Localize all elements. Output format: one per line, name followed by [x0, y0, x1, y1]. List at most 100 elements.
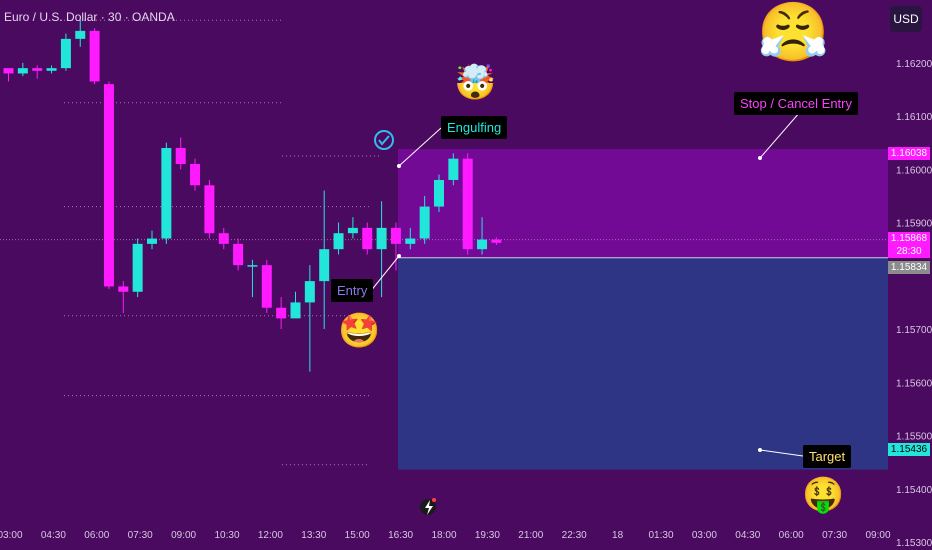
y-tick-label: 1.15500	[896, 432, 932, 443]
candle-16	[233, 238, 244, 271]
target-zone	[398, 257, 888, 470]
x-tick-label: 18:00	[431, 530, 456, 541]
y-tick-label: 1.15900	[896, 219, 932, 230]
candle-13	[190, 158, 201, 191]
candle-body	[218, 233, 229, 244]
x-tick-label: 15:00	[345, 530, 370, 541]
y-axis-labels: 1.16200 1.16100 1.16000 1.15900 1.15700 1.156…	[896, 59, 932, 549]
x-tick-label: 13:30	[301, 530, 326, 541]
y-tick-label: 1.15400	[896, 485, 932, 496]
candle-body	[3, 68, 14, 74]
candle-34	[491, 237, 502, 245]
candle-32	[462, 153, 473, 255]
candle-body	[60, 38, 71, 69]
candle-0	[3, 68, 14, 82]
star-struck-face-icon: 🤩	[338, 312, 381, 350]
x-tick-label: 03:00	[0, 530, 23, 541]
candle-7	[103, 81, 114, 290]
candle-body	[347, 227, 358, 234]
x-tick-label: 18	[612, 530, 624, 541]
x-tick-label: 06:00	[84, 530, 109, 541]
stop-price-tag: 1.16038	[888, 147, 930, 160]
countdown-tag: 28:30	[888, 245, 930, 258]
x-tick-label: 16:30	[388, 530, 413, 541]
exploding-head-icon: 🤯	[454, 64, 497, 102]
candle-body	[290, 302, 301, 319]
candle-body	[304, 281, 315, 303]
x-tick-label: 09:00	[171, 530, 196, 541]
check-circle-icon	[374, 130, 394, 150]
candle-body	[333, 233, 344, 250]
candle-body	[362, 227, 373, 250]
candle-5	[75, 20, 86, 47]
candle-29	[419, 195, 430, 244]
candle-18	[261, 259, 272, 314]
candle-8	[118, 281, 129, 314]
money-mouth-face-icon: 🤑	[802, 476, 845, 514]
candle-1	[17, 62, 28, 77]
price-axis[interactable]	[888, 0, 932, 550]
candle-body	[161, 148, 172, 239]
x-tick-label: 19:30	[475, 530, 500, 541]
candle-20	[290, 291, 301, 319]
candle-27	[390, 222, 401, 271]
x-tick-label: 09:00	[865, 530, 890, 541]
candle-10	[147, 230, 157, 250]
candle-body	[390, 227, 401, 244]
candle-17	[247, 259, 258, 298]
y-tick-label: 1.16200	[896, 59, 932, 70]
candle-body	[89, 30, 100, 82]
candle-25	[362, 222, 373, 255]
current-price-tag: 1.15868	[888, 232, 930, 245]
engulfing-label: Engulfing	[441, 116, 508, 139]
candle-body	[319, 249, 330, 282]
candle-21	[304, 265, 315, 372]
x-tick-label: 06:00	[779, 530, 804, 541]
x-tick-label: 07:30	[128, 530, 153, 541]
candle-22	[319, 190, 330, 330]
x-tick-label: 04:30	[41, 530, 66, 541]
candle-body	[46, 68, 57, 71]
candle-body	[462, 158, 473, 250]
candle-28	[405, 227, 416, 250]
candle-body	[419, 206, 430, 239]
candle-body	[233, 243, 244, 266]
x-tick-label: 01:30	[648, 530, 673, 541]
lightning-icon[interactable]	[420, 498, 436, 515]
candle-23	[333, 222, 344, 255]
candle-24	[347, 217, 358, 239]
x-tick-label: 07:30	[822, 530, 847, 541]
candle-body	[75, 30, 86, 39]
candle-19	[276, 297, 287, 330]
x-tick-label: 12:00	[258, 530, 283, 541]
candle-body	[405, 238, 416, 244]
y-tick-label: 1.16100	[896, 112, 932, 123]
candle-33	[477, 217, 488, 255]
candles	[3, 20, 502, 372]
candle-body	[276, 307, 287, 319]
candle-body	[32, 68, 43, 71]
annotation-lines	[369, 111, 804, 457]
stop-cancel-label: Stop / Cancel Entry	[734, 92, 858, 115]
candle-15	[218, 227, 229, 250]
annotation-dots	[397, 156, 762, 452]
entry-price-tag: 1.15834	[888, 261, 930, 274]
target-label: Target	[803, 445, 852, 468]
currency-button[interactable]: USD	[890, 6, 922, 32]
candle-body	[118, 286, 129, 292]
candle-body	[491, 239, 502, 243]
steaming-angry-face-icon: 😤	[757, 0, 830, 65]
y-tick-label: 1.15600	[896, 378, 932, 389]
candle-body	[17, 68, 28, 74]
candle-body	[434, 179, 444, 207]
y-tick-label: 1.16000	[896, 165, 932, 176]
candle-26	[376, 201, 387, 298]
y-tick-label: 1.15700	[896, 325, 932, 336]
candle-body	[261, 265, 272, 308]
x-tick-label: 03:00	[692, 530, 717, 541]
candle-body	[448, 158, 459, 180]
candle-11	[161, 142, 172, 244]
entry-label: Entry	[331, 279, 374, 302]
candle-body	[132, 243, 143, 292]
